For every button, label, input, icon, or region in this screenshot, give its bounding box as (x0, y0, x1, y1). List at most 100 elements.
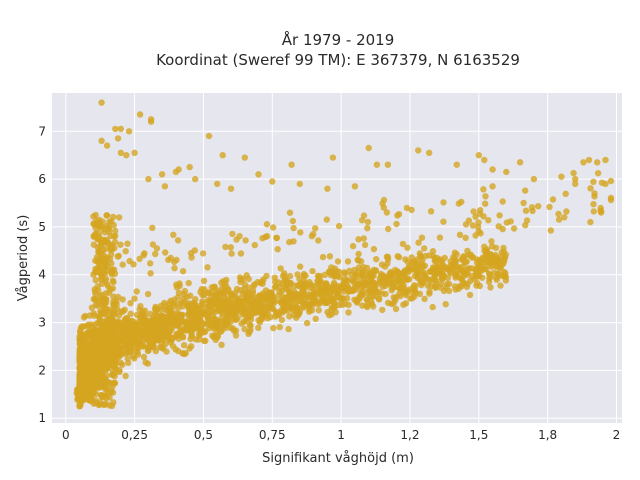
data-point (222, 279, 229, 287)
data-point (291, 290, 298, 298)
data-point (102, 400, 110, 407)
data-point (90, 271, 97, 278)
data-point (341, 269, 348, 276)
data-point (205, 320, 212, 327)
data-point (107, 325, 114, 332)
data-point (197, 317, 204, 324)
data-point (154, 306, 161, 313)
y-tick-label: 4 (38, 268, 46, 282)
data-point (159, 312, 166, 320)
data-point (597, 209, 605, 216)
data-point (91, 288, 99, 295)
data-point (419, 263, 427, 270)
data-point (210, 333, 217, 341)
data-point (92, 340, 99, 347)
data-point (106, 306, 113, 313)
data-point (462, 234, 469, 241)
data-point (94, 283, 102, 290)
data-point (98, 99, 105, 106)
data-point (528, 204, 536, 211)
data-point (296, 309, 303, 317)
data-point (140, 342, 147, 350)
data-point (86, 365, 94, 372)
data-point (227, 290, 235, 297)
data-point (270, 296, 277, 303)
data-point (353, 299, 361, 306)
data-point (204, 311, 212, 318)
data-point (202, 337, 209, 345)
data-point (105, 343, 113, 350)
data-point (241, 325, 248, 333)
data-point (324, 185, 331, 192)
data-point (92, 277, 99, 284)
data-point (229, 230, 236, 238)
data-point (149, 241, 157, 248)
data-point (218, 341, 225, 348)
data-point (309, 268, 316, 275)
data-point (503, 168, 510, 176)
data-point (297, 229, 304, 236)
data-point (309, 299, 316, 307)
data-point (365, 144, 372, 152)
data-point (175, 289, 183, 296)
data-point (262, 233, 269, 241)
data-point (416, 290, 424, 298)
data-point (464, 269, 471, 276)
data-points (73, 99, 615, 410)
data-point (97, 270, 104, 277)
data-point (291, 282, 298, 289)
data-point (218, 327, 225, 335)
data-point (360, 263, 367, 271)
data-point (354, 281, 361, 288)
data-point (109, 361, 117, 369)
data-point (482, 200, 489, 207)
data-point (141, 319, 148, 326)
data-point (399, 240, 407, 248)
data-point (111, 244, 118, 252)
data-point (95, 260, 103, 267)
data-point (180, 342, 188, 349)
data-point (124, 355, 131, 362)
data-point (364, 225, 371, 232)
data-point (375, 295, 383, 302)
data-point (123, 152, 130, 159)
data-point (590, 178, 597, 185)
data-point (392, 305, 400, 313)
data-point (290, 224, 297, 232)
data-point (152, 250, 159, 258)
data-point (590, 208, 597, 215)
data-point (167, 254, 174, 262)
data-point (349, 286, 357, 294)
data-point (103, 142, 111, 149)
data-point (602, 156, 609, 164)
data-point (166, 300, 173, 307)
data-point (274, 246, 281, 253)
data-point (161, 299, 168, 307)
data-point (233, 236, 240, 243)
data-point (329, 154, 337, 161)
data-point (134, 348, 141, 356)
data-point (450, 254, 457, 261)
data-point (98, 324, 105, 331)
data-point (482, 252, 490, 260)
data-point (246, 306, 253, 313)
data-point (214, 180, 221, 188)
data-point (410, 259, 417, 266)
data-point (429, 248, 437, 255)
y-tick-label: 2 (38, 363, 46, 377)
data-point (580, 159, 587, 166)
data-point (102, 330, 109, 338)
data-point (418, 234, 426, 241)
data-point (98, 137, 105, 144)
data-point (96, 313, 103, 320)
data-point (285, 288, 293, 296)
data-point (209, 288, 216, 295)
data-point (273, 234, 280, 241)
data-point (157, 322, 164, 329)
data-point (289, 217, 297, 225)
data-point (79, 356, 87, 363)
data-point (136, 255, 143, 262)
data-point (561, 214, 568, 221)
data-point (276, 323, 283, 331)
data-point (227, 185, 235, 192)
